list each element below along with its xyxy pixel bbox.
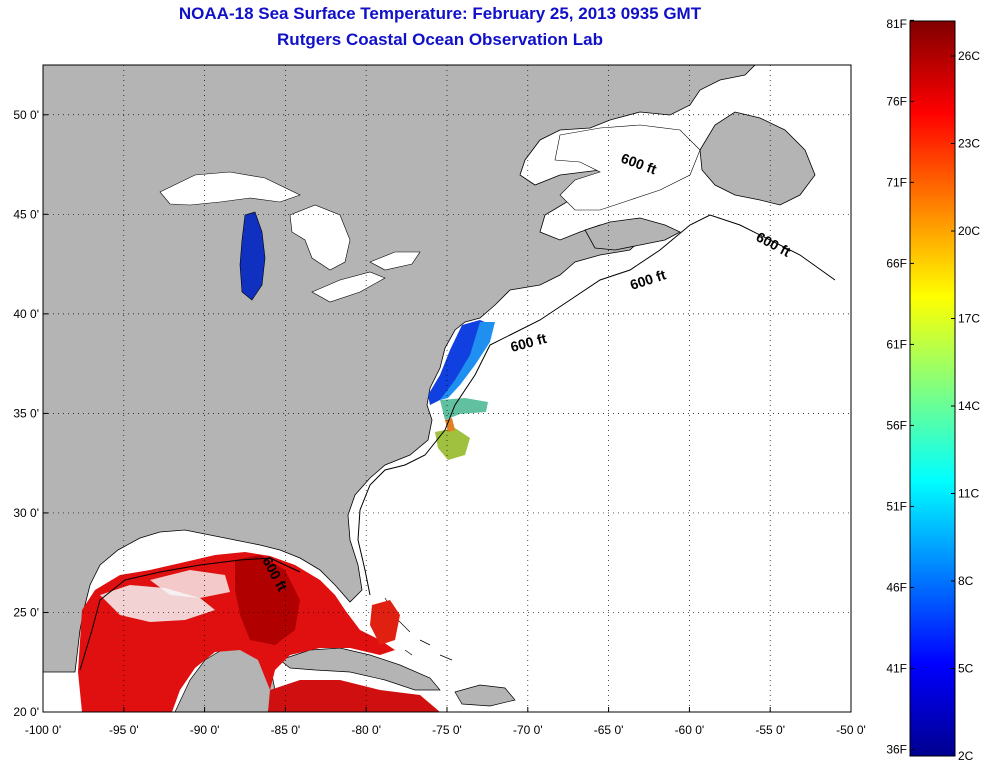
sst-hatteras-warm [435,428,470,460]
colorbar-c-label: 14C [958,399,980,413]
map-title: NOAA-18 Sea Surface Temperature: Februar… [178,4,702,23]
lake-michigan [239,211,266,301]
sst-gulfstream-bit [445,418,455,432]
y-tick-label: 45 0' [13,207,39,221]
colorbar-f-label: 81F [886,17,907,31]
colorbar-c-label: 2C [958,749,974,763]
colorbar [909,20,956,757]
colorbar-f-label: 56F [886,418,907,432]
gulf-st-lawrence [554,124,701,211]
land-newfoundland [699,111,816,206]
y-tick-label: 30 0' [13,506,39,520]
x-tick-label: -100 0' [25,723,61,737]
land-hispaniola [454,684,516,707]
y-tick-label: 40 0' [13,307,39,321]
axis-ticks: -100 0' -95 0' -90 0' -85 0' -80 0' -75 0' -70… [13,108,865,737]
y-tick-label: 35 0' [13,406,39,420]
x-tick-label: -50 0' [836,723,866,737]
lake-superior [159,171,301,206]
sst-hatteras-patch [440,398,488,420]
lake-ontario [369,251,421,271]
colorbar-f-label: 36F [886,743,907,757]
colorbar-c-label: 23C [958,137,980,151]
x-tick-label: -55 0' [755,723,785,737]
colorbar-c-label: 26C [958,49,980,63]
sst-bahamas-red [370,600,400,645]
y-tick-label: 25 0' [13,605,39,619]
land-nova-scotia [584,217,681,251]
lake-erie [311,271,386,303]
map-content [43,65,851,712]
x-tick-label: -75 0' [432,723,462,737]
colorbar-f-label: 41F [886,662,907,676]
colorbar-c-label: 5C [958,662,974,676]
x-tick-label: -85 0' [271,723,301,737]
x-tick-label: -90 0' [190,723,220,737]
land-north-america [43,65,756,673]
x-tick-label: -70 0' [513,723,543,737]
x-tick-label: -60 0' [675,723,705,737]
sst-gulf-cool-patch-2 [150,570,230,598]
colorbar-f-label: 76F [886,94,907,108]
x-tick-label: -65 0' [594,723,624,737]
x-tick-label: -95 0' [109,723,139,737]
colorbar-c-label: 8C [958,574,974,588]
colorbar-f-label: 66F [886,256,907,270]
colorbar-f-label: 61F [886,337,907,351]
colorbar-labels: 81F 76F 71F 66F 61F 56F 51F 46F 41F 36F 26C 23C 20C 1… [886,17,980,763]
colorbar-c-label: 11C [958,487,979,501]
sst-mid-atlantic-shelf-outer [440,322,495,400]
y-tick-label: 50 0' [13,108,39,122]
sst-caribbean [268,680,440,712]
lake-huron [289,204,351,271]
x-tick-label: -80 0' [351,723,381,737]
sst-loop-current [235,555,300,645]
map-subtitle: Rutgers Coastal Ocean Observation Lab [277,30,603,49]
colorbar-f-label: 71F [886,175,907,189]
colorbar-f-label: 46F [886,580,907,594]
isobath-600ft [79,214,836,671]
colorbar-c-label: 17C [958,312,980,326]
colorbar-f-label: 51F [886,499,907,513]
y-tick-label: 20 0' [13,705,39,719]
colorbar-c-label: 20C [958,224,980,238]
